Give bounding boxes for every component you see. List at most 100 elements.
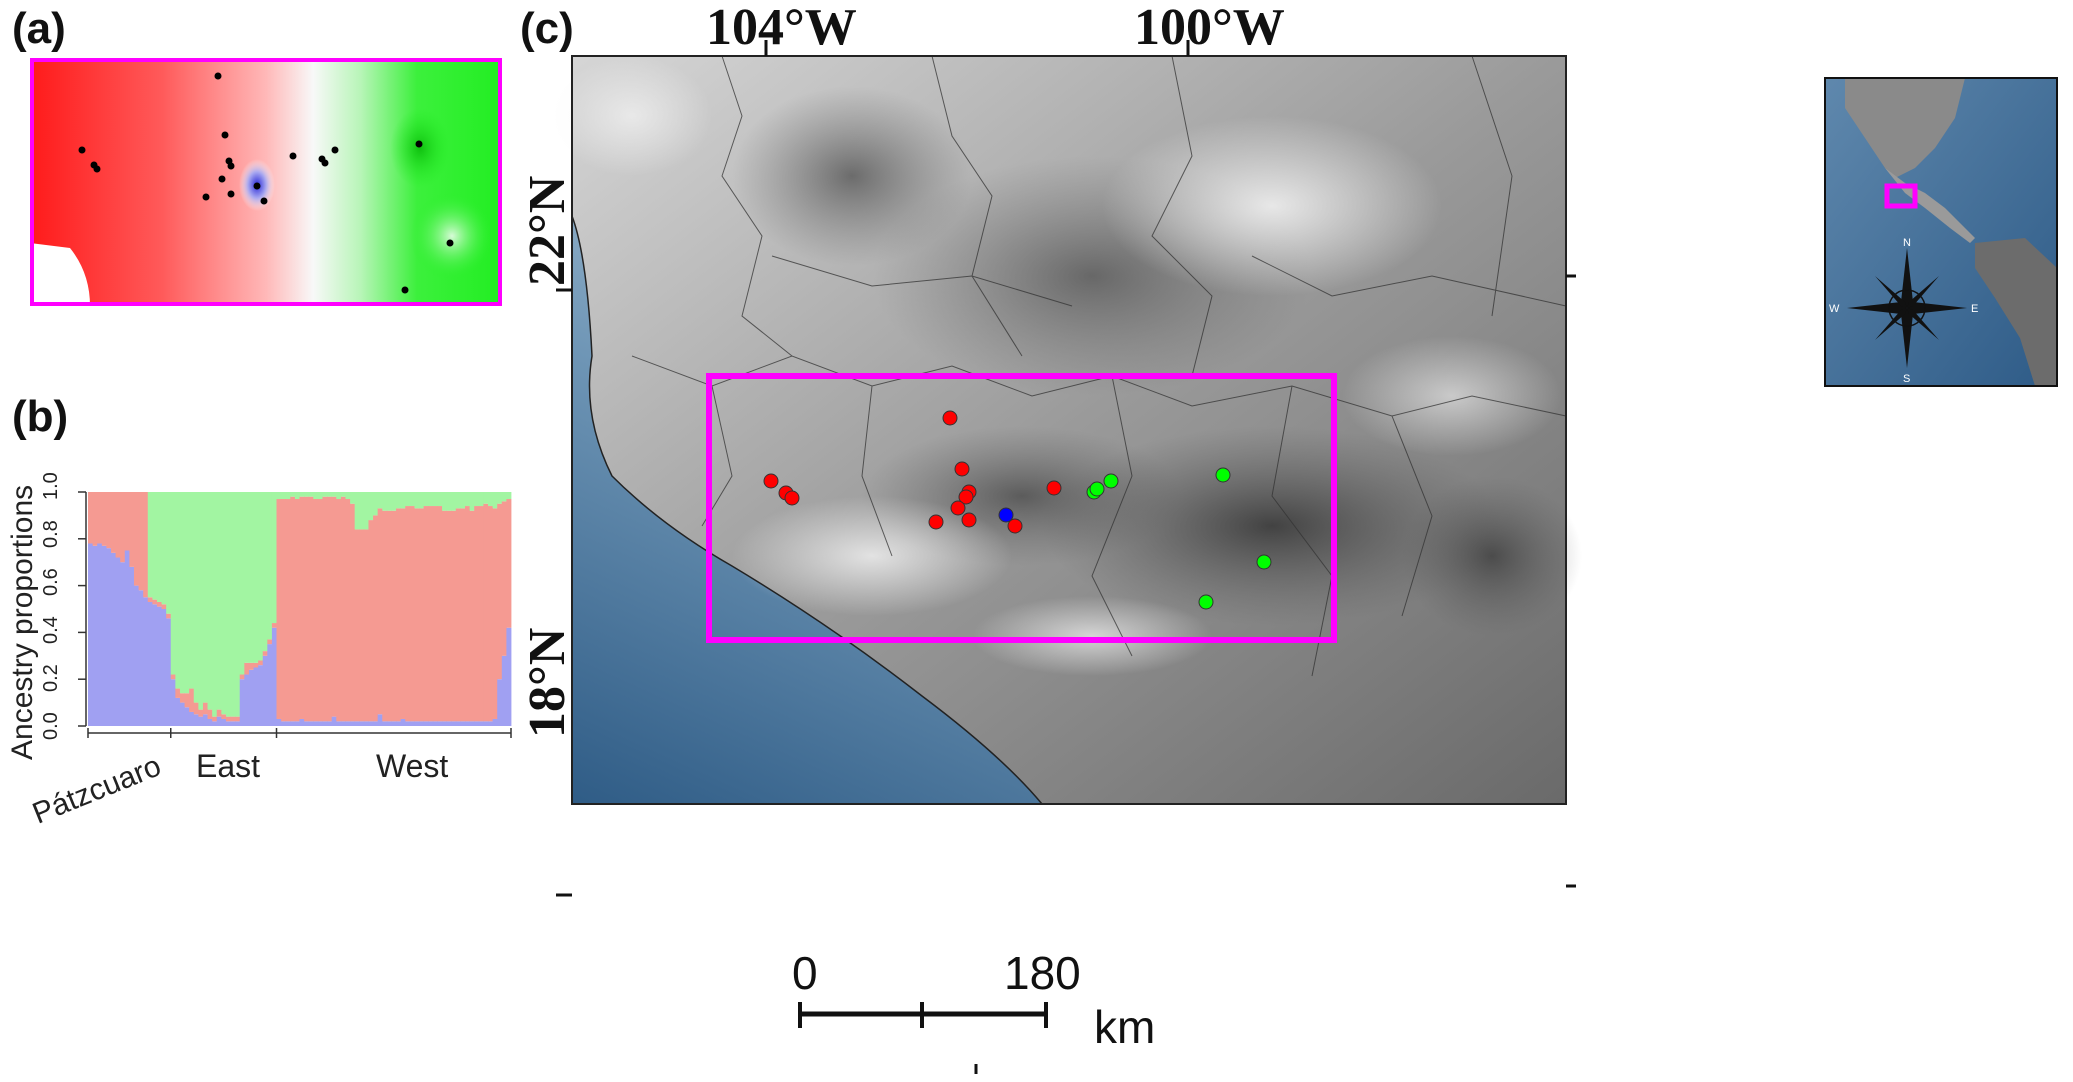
ancestry-bar-segment (147, 601, 153, 726)
ancestry-bar-segment (350, 492, 356, 504)
ancestry-bar-segment (179, 702, 185, 726)
ancestry-bar-segment (432, 492, 438, 507)
ancestry-bar-segment (405, 721, 411, 726)
group-label-east: East (196, 748, 261, 784)
sample-point (415, 140, 423, 148)
ancestry-bar-segment (492, 508, 498, 719)
ancestry-bar-segment (152, 599, 158, 605)
ancestry-bar-segment (437, 721, 443, 726)
ancestry-bar-segment (225, 492, 231, 717)
panel-a-label: (a) (12, 4, 66, 53)
ancestry-bar-segment (317, 721, 323, 726)
sample-point (227, 162, 235, 170)
ancestry-bar-segment (198, 709, 204, 717)
ancestry-bar-segment (207, 709, 213, 719)
ancestry-bar-segment (304, 496, 310, 722)
ancestry-bar-segment (253, 667, 259, 726)
ancestry-bar-segment (396, 721, 402, 726)
ancestry-bar-segment (382, 721, 388, 726)
ancestry-bar-segment (212, 492, 218, 717)
ancestry-bar-segment (248, 662, 254, 670)
ancestry-bar-segment (373, 492, 379, 516)
sample-point (227, 190, 235, 198)
ancestry-bar-segment (271, 627, 277, 726)
ancestry-bar-segment (258, 660, 264, 666)
ancestry-bar-segment (478, 721, 484, 726)
ancestry-bar-segment (138, 492, 144, 591)
ancestry-bar-segment (377, 714, 383, 726)
ancestry-bar-segment (253, 662, 259, 668)
ancestry-bar-segment (423, 721, 429, 726)
ancestry-bar-segment (396, 492, 402, 509)
ancestry-bar-segment (198, 716, 204, 726)
ancestry-bar-segment (290, 496, 296, 722)
panel-b-label: (b) (12, 392, 69, 441)
site-green (1256, 554, 1272, 570)
panel-a-sample-points (78, 72, 454, 294)
ancestry-bar-segment (179, 492, 185, 694)
ancestry-bar-segment (156, 601, 162, 607)
ancestry-bar-segment (184, 693, 190, 708)
ancestry-bar-segment (221, 714, 227, 719)
ancestry-bar-segment (175, 492, 181, 689)
ancestry-bar-segment (143, 492, 149, 598)
ancestry-bar-segment (221, 718, 227, 726)
relief-highlight (552, 56, 712, 176)
inset-north-america (1845, 78, 1965, 178)
ancestry-bar-segment (235, 716, 241, 722)
ancestry-bar-segment (101, 545, 107, 726)
site-red (961, 512, 977, 528)
ancestry-bar-segment (106, 492, 112, 549)
ancestry-bar-segment (207, 718, 213, 726)
ancestry-bar-segment (469, 510, 475, 722)
ancestry-bar-segment (304, 721, 310, 726)
ancestry-bar-segment (290, 492, 296, 497)
ancestry-bar-segment (152, 604, 158, 726)
site-red (958, 489, 974, 505)
ancestry-bar-segment (115, 557, 121, 726)
ancestry-bar-segment (350, 721, 356, 726)
ancestry-bar-segment (161, 604, 167, 609)
ancestry-bar-segment (304, 492, 310, 497)
ancestry-bar-segment (161, 609, 167, 726)
ancestry-bar-segment (225, 716, 231, 722)
ancestry-bar-segment (363, 721, 369, 726)
sample-point (331, 146, 339, 154)
ancestry-bar-segment (497, 503, 503, 680)
ancestry-bar-segment (455, 508, 461, 722)
ancestry-bar-segment (221, 492, 227, 715)
sample-point (202, 193, 210, 201)
sample-point (253, 182, 261, 190)
ancestry-bar-segment (193, 714, 199, 726)
ancestry-bar-segment (423, 492, 429, 507)
site-red (1046, 480, 1062, 496)
ancestry-bar-segment (382, 510, 388, 722)
ancestry-bar-segment (156, 492, 162, 602)
ancestry-bar-segment (336, 492, 342, 500)
compass-e: E (1971, 303, 1978, 315)
ancestry-bar-segment (179, 693, 185, 703)
ancestry-bar-segment (97, 492, 103, 544)
ancestry-bar-segment (166, 492, 172, 614)
site-red (950, 500, 966, 516)
ancestry-bar-segment (414, 492, 420, 509)
site-green (1198, 594, 1214, 610)
ancestry-bar-segment (175, 697, 181, 726)
ancestry-bar-segment (308, 492, 314, 497)
ancestry-bar-segment (327, 496, 333, 722)
ancestry-bar-segment (432, 506, 438, 722)
ancestry-bar-segment (345, 499, 351, 722)
ancestry-bar-segment (428, 721, 434, 726)
ancestry-bar-segment (271, 492, 277, 624)
group-label-west: West (376, 748, 449, 784)
ancestry-bar-segment (225, 721, 231, 726)
ancestry-bar-segment (465, 721, 471, 726)
ancestry-bar-segment (308, 496, 314, 722)
ancestry-bar-segment (317, 499, 323, 722)
ancestry-bar-segment (442, 510, 448, 722)
ancestry-bar-segment (327, 721, 333, 726)
ancestry-bar-segment (460, 721, 466, 726)
ancestry-bar-segment (331, 716, 337, 726)
ancestry-bar-segment (345, 721, 351, 726)
ancestry-bar-segment (460, 508, 466, 722)
